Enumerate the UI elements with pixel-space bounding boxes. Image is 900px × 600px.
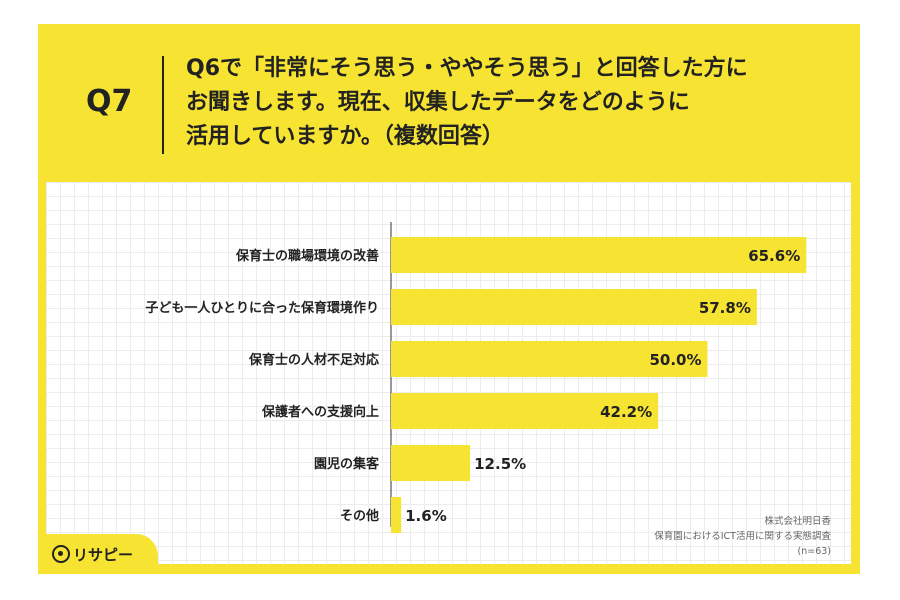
chart-frame: Q7 Q6で「非常にそう思う・ややそう思う」と回答した方に お聞きします。現在、… <box>38 24 860 574</box>
value-label: 1.6% <box>405 507 447 525</box>
logo-tab: リサピー <box>38 534 158 574</box>
value-label: 65.6% <box>748 247 800 265</box>
category-label: その他 <box>340 508 379 524</box>
category-label: 保育士の職場環境の改善 <box>235 248 379 264</box>
question-text: Q6で「非常にそう思う・ややそう思う」と回答した方に お聞きします。現在、収集し… <box>186 52 836 154</box>
category-label: 保育士の人材不足対応 <box>248 352 379 368</box>
value-label: 12.5% <box>474 455 526 473</box>
question-header: Q7 Q6で「非常にそう思う・ややそう思う」と回答した方に お聞きします。現在、… <box>38 24 860 182</box>
logo-circle-icon <box>52 545 70 563</box>
bar <box>391 497 402 533</box>
brand-logo-text: リサピー <box>73 546 134 564</box>
value-label: 50.0% <box>649 351 701 369</box>
category-label: 園児の集客 <box>314 456 380 472</box>
bar <box>391 393 659 429</box>
question-line-3: 活用していますか。（複数回答） <box>186 124 504 149</box>
brand-logo: リサピー <box>52 544 133 565</box>
bar <box>391 341 708 377</box>
category-label: 子ども一人ひとりに合った保育環境作り <box>145 300 379 316</box>
chart-panel: 保育士の職場環境の改善 65.6% 子ども一人ひとりに合った保育環境作り 57.8% 保… <box>46 182 851 564</box>
source-sample: (n=63) <box>797 546 831 557</box>
header-divider <box>162 56 164 154</box>
bar <box>391 445 471 481</box>
bar <box>391 289 757 325</box>
question-line-1: Q6で「非常にそう思う・ややそう思う」と回答した方に <box>186 56 748 81</box>
source-note: 株式会社明日香 保育園におけるICT活用に関する実態調査 (n=63) <box>654 514 831 559</box>
bar <box>391 237 807 273</box>
value-label: 57.8% <box>699 299 751 317</box>
source-survey: 保育園におけるICT活用に関する実態調査 <box>654 531 831 542</box>
category-label: 保護者への支援向上 <box>261 404 379 420</box>
question-line-2: お聞きします。現在、収集したデータをどのように <box>186 90 690 115</box>
question-number: Q7 <box>86 84 133 119</box>
bar-chart: 保育士の職場環境の改善 65.6% 子ども一人ひとりに合った保育環境作り 57.8% 保… <box>145 222 807 533</box>
value-label: 42.2% <box>600 403 652 421</box>
source-company: 株式会社明日香 <box>764 516 831 527</box>
